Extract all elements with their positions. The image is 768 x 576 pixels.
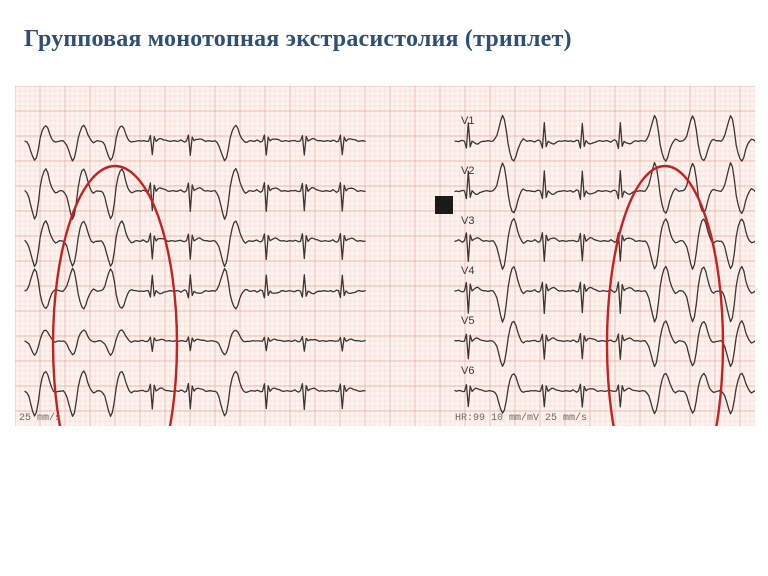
slide-title: Групповая монотопная экстрасистолия (три… [24,26,572,53]
lead-label: V6 [461,365,474,377]
ecg-strip: V1 V2 V3 V4 V5 V6 25 mm/s HR:99 10 mm/mV 25 m… [15,86,755,426]
ecg-footer-left: 25 mm/s [19,413,61,424]
lead-label: V1 [461,115,474,127]
ecg-svg: V1 V2 V3 V4 V5 V6 [15,86,755,426]
ecg-footer-right: HR:99 10 mm/mV 25 mm/s [455,413,587,424]
lead-label: V4 [461,265,474,277]
lead-label: V3 [461,215,474,227]
grid [15,86,755,426]
slide: Групповая монотопная экстрасистолия (три… [0,0,768,576]
lead-label: V2 [461,165,474,177]
calibration-mark [435,196,453,214]
lead-label: V5 [461,315,474,327]
